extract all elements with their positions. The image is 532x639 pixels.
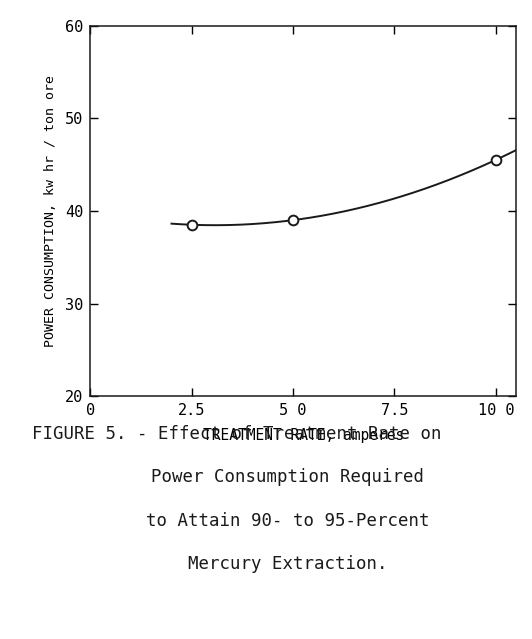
X-axis label: TREATMENT RATE, amperes: TREATMENT RATE, amperes [203, 428, 404, 443]
Text: Mercury Extraction.: Mercury Extraction. [188, 555, 387, 573]
Text: to Attain 90- to 95-Percent: to Attain 90- to 95-Percent [146, 512, 429, 530]
Text: Power Consumption Required: Power Consumption Required [151, 468, 424, 486]
Text: FIGURE 5. - Effect of Treatment Rate on: FIGURE 5. - Effect of Treatment Rate on [32, 425, 442, 443]
Y-axis label: POWER CONSUMPTION, kw hr / ton ore: POWER CONSUMPTION, kw hr / ton ore [44, 75, 57, 347]
